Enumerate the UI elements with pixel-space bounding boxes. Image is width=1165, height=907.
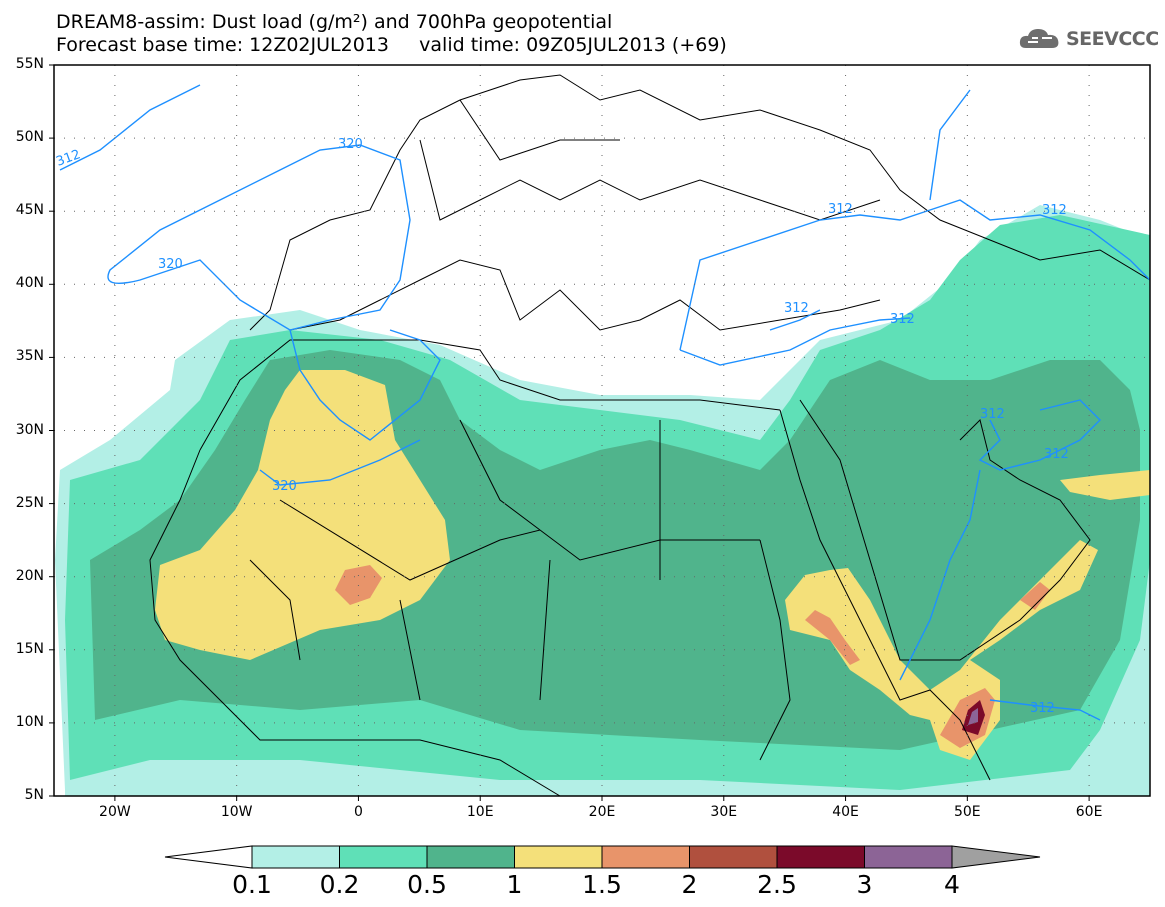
lat-label: 25N (15, 494, 44, 511)
contour-label: 312 (980, 407, 1005, 422)
borders-africa (249, 419, 791, 761)
lat-label: 40N (15, 275, 44, 292)
contour-label: 312 (1030, 701, 1055, 716)
lon-label: 50E (953, 804, 981, 820)
lat-label: 20N (15, 567, 44, 584)
lon-label: 20E (588, 804, 616, 820)
colorbar-segment (601, 845, 690, 869)
dust-band-3 (968, 708, 978, 725)
colorbar-segment (689, 845, 778, 869)
coastline-arabia (799, 399, 1091, 661)
dust-band-1-gulf (1060, 470, 1150, 500)
lon-label: 20W (99, 804, 131, 820)
contour-320-west (107, 144, 411, 331)
contour-label: 312 (1042, 203, 1067, 218)
contour-312-med (679, 309, 911, 366)
colorbar-segment (339, 845, 428, 869)
colorbar (164, 845, 1041, 869)
lon-label: 10W (220, 804, 253, 820)
lat-label: 50N (15, 129, 44, 146)
colorbar-label: 4 (944, 870, 960, 899)
coastline-red-sea (779, 409, 991, 781)
colorbar-high-arrow (951, 845, 1041, 869)
lon-label: 40E (832, 804, 859, 820)
contour-label: 312 (784, 301, 809, 316)
coastline-africa-west (149, 449, 561, 796)
colorbar-label: 2 (681, 870, 698, 899)
colorbar-label: 1 (506, 870, 523, 899)
coastline-africa-north (199, 339, 781, 451)
colorbar-segment (776, 845, 865, 869)
lat-label: 45N (15, 202, 44, 219)
lat-label: 35N (15, 348, 44, 365)
lon-label: 30E (710, 804, 738, 820)
lat-label: 30N (15, 421, 44, 438)
map-subtitle: Forecast base time: 12Z02JUL2013 valid t… (56, 34, 727, 56)
contour-label: 320 (272, 479, 297, 494)
colorbar-label: 2.5 (757, 870, 797, 899)
lon-label: 60E (1075, 804, 1103, 820)
lat-label: 10N (15, 713, 44, 730)
contour-label: 312 (828, 202, 853, 217)
contour-312-northwest (59, 84, 201, 171)
lat-label: 5N (24, 787, 44, 803)
colorbar-segment (251, 845, 340, 869)
colorbar-segment (864, 845, 953, 869)
map-title: DREAM8-assim: Dust load (g/m²) and 700hP… (56, 11, 613, 33)
lon-label: 0 (353, 804, 363, 820)
colorbar-segment (426, 845, 515, 869)
contour-320-south (259, 329, 441, 486)
borders-europe (419, 99, 881, 221)
lon-label: 10E (466, 804, 494, 820)
lat-label: 15N (15, 640, 44, 657)
coastline-med-north (289, 259, 881, 331)
contour-label: 320 (158, 257, 183, 272)
cloud-icon (1019, 29, 1059, 48)
contour-312-arabia (978, 399, 1101, 471)
colorbar-label: 0.1 (232, 870, 272, 899)
contour-label: 320 (338, 137, 363, 152)
contour-312-south (899, 469, 1101, 721)
contour-label: 312 (1044, 447, 1069, 462)
dust-band-1-red-sea (785, 540, 1098, 760)
colorbar-label: 0.5 (407, 870, 447, 899)
colorbar-label: 3 (856, 870, 873, 899)
colorbar-label: 0.2 (319, 870, 360, 899)
lat-label: 55N (15, 56, 44, 72)
seevccc-logo: SEEVCCC (1018, 26, 1159, 52)
dust-band-1.5-east (805, 582, 1050, 748)
colorbar-low-arrow (164, 845, 253, 869)
coastline-europe (249, 74, 1150, 331)
logo-text: SEEVCCC (1066, 28, 1159, 50)
contour-312-east (679, 89, 1150, 351)
contour-label: 312 (890, 312, 915, 327)
colorbar-segment (514, 845, 603, 869)
colorbar-label: 1.5 (582, 870, 622, 899)
